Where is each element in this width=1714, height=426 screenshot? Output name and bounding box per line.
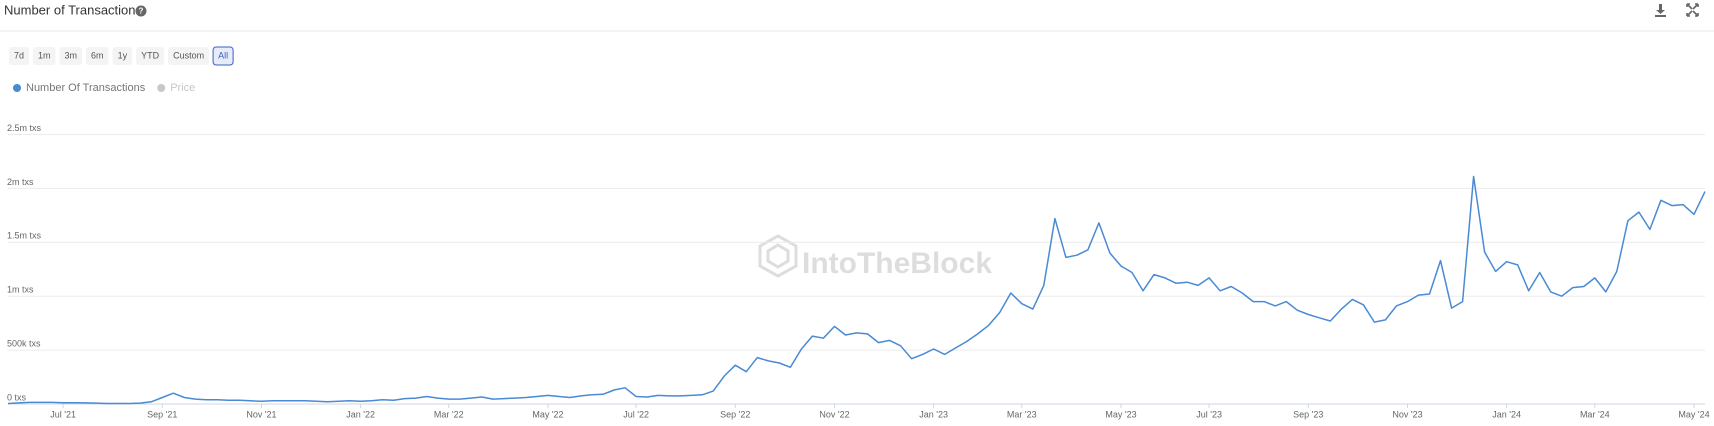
- legend-marker: [157, 84, 166, 92]
- range-button[interactable]: 6m: [86, 47, 109, 65]
- y-tick-label: 1m txs: [7, 285, 34, 295]
- range-box: [9, 47, 30, 65]
- x-tick-label: Mar '23: [1007, 409, 1037, 419]
- x-tick-label: Sep '23: [1293, 409, 1323, 419]
- range-box: [86, 47, 109, 65]
- x-tick-label: Jan '22: [346, 409, 375, 419]
- legend-label[interactable]: Number Of Transactions: [26, 82, 146, 94]
- download-icon[interactable]: [1655, 4, 1666, 17]
- legend-label[interactable]: Price: [170, 82, 195, 94]
- watermark: IntoTheBlock: [758, 234, 992, 280]
- expand-icon[interactable]: [1686, 3, 1699, 17]
- range-button[interactable]: All: [212, 46, 234, 66]
- x-tick-label: May '22: [532, 409, 563, 419]
- range-label: All: [218, 50, 228, 60]
- range-label: 7d: [14, 50, 24, 60]
- x-tick-label: Nov '22: [819, 409, 849, 419]
- x-tick-label: May '24: [1678, 409, 1709, 419]
- help-icon[interactable]: ?: [135, 5, 147, 17]
- range-box: [112, 47, 133, 65]
- range-label: YTD: [141, 50, 160, 60]
- range-button[interactable]: YTD: [136, 47, 165, 65]
- y-tick-label: 2m txs: [7, 177, 34, 187]
- range-label: 1y: [118, 50, 128, 60]
- x-tick-label: Sep '22: [720, 409, 750, 419]
- x-tick-label: May '23: [1105, 409, 1136, 419]
- series-line: [7, 175, 1706, 405]
- legend: Number Of Transactions Price: [13, 82, 195, 94]
- x-tick-label: Nov '23: [1392, 409, 1422, 419]
- range-button[interactable]: 7d: [9, 47, 30, 65]
- range-label: 3m: [65, 50, 78, 60]
- legend-marker: [13, 84, 21, 92]
- x-tick-label: Nov '21: [246, 409, 276, 419]
- watermark-logo: [758, 234, 798, 278]
- range-button[interactable]: 3m: [59, 47, 83, 65]
- x-tick-label: Sep '21: [147, 409, 177, 419]
- title: Number of Transactions: [4, 2, 143, 17]
- watermark-text: IntoTheBlock: [802, 247, 992, 280]
- y-tick-label: 0 txs: [7, 392, 27, 402]
- range-label: 1m: [38, 50, 51, 60]
- range-button[interactable]: 1y: [112, 47, 133, 65]
- svg-text:?: ?: [139, 7, 144, 16]
- range-box: [212, 46, 234, 66]
- x-tick-label: Mar '22: [434, 409, 464, 419]
- range-box: [136, 47, 165, 65]
- x-tick-label: Mar '24: [1580, 409, 1610, 419]
- range-buttons: 7d 1m 3m 6m 1y YTD Custom All: [9, 46, 234, 66]
- y-tick-label: 1.5m txs: [7, 231, 42, 241]
- range-button[interactable]: Custom: [168, 47, 210, 65]
- range-box: [59, 47, 83, 65]
- y-tick-label: 500k txs: [7, 338, 41, 348]
- range-box: [168, 47, 210, 65]
- x-tick-label: Jan '24: [1492, 409, 1521, 419]
- x-tick-label: Jan '23: [919, 409, 948, 419]
- x-tick-label: Jul '23: [1196, 409, 1222, 419]
- y-tick-label: 2.5m txs: [7, 123, 42, 133]
- plot: IntoTheBlock 0 txs 500k txs 1m txs 1.5m txs 2…: [7, 123, 1710, 420]
- range-button[interactable]: 1m: [33, 47, 56, 65]
- x-tick-label: Jul '21: [50, 409, 76, 419]
- range-label: 6m: [91, 50, 104, 60]
- range-label: Custom: [173, 50, 204, 60]
- range-box: [33, 47, 56, 65]
- x-tick-label: Jul '22: [623, 409, 649, 419]
